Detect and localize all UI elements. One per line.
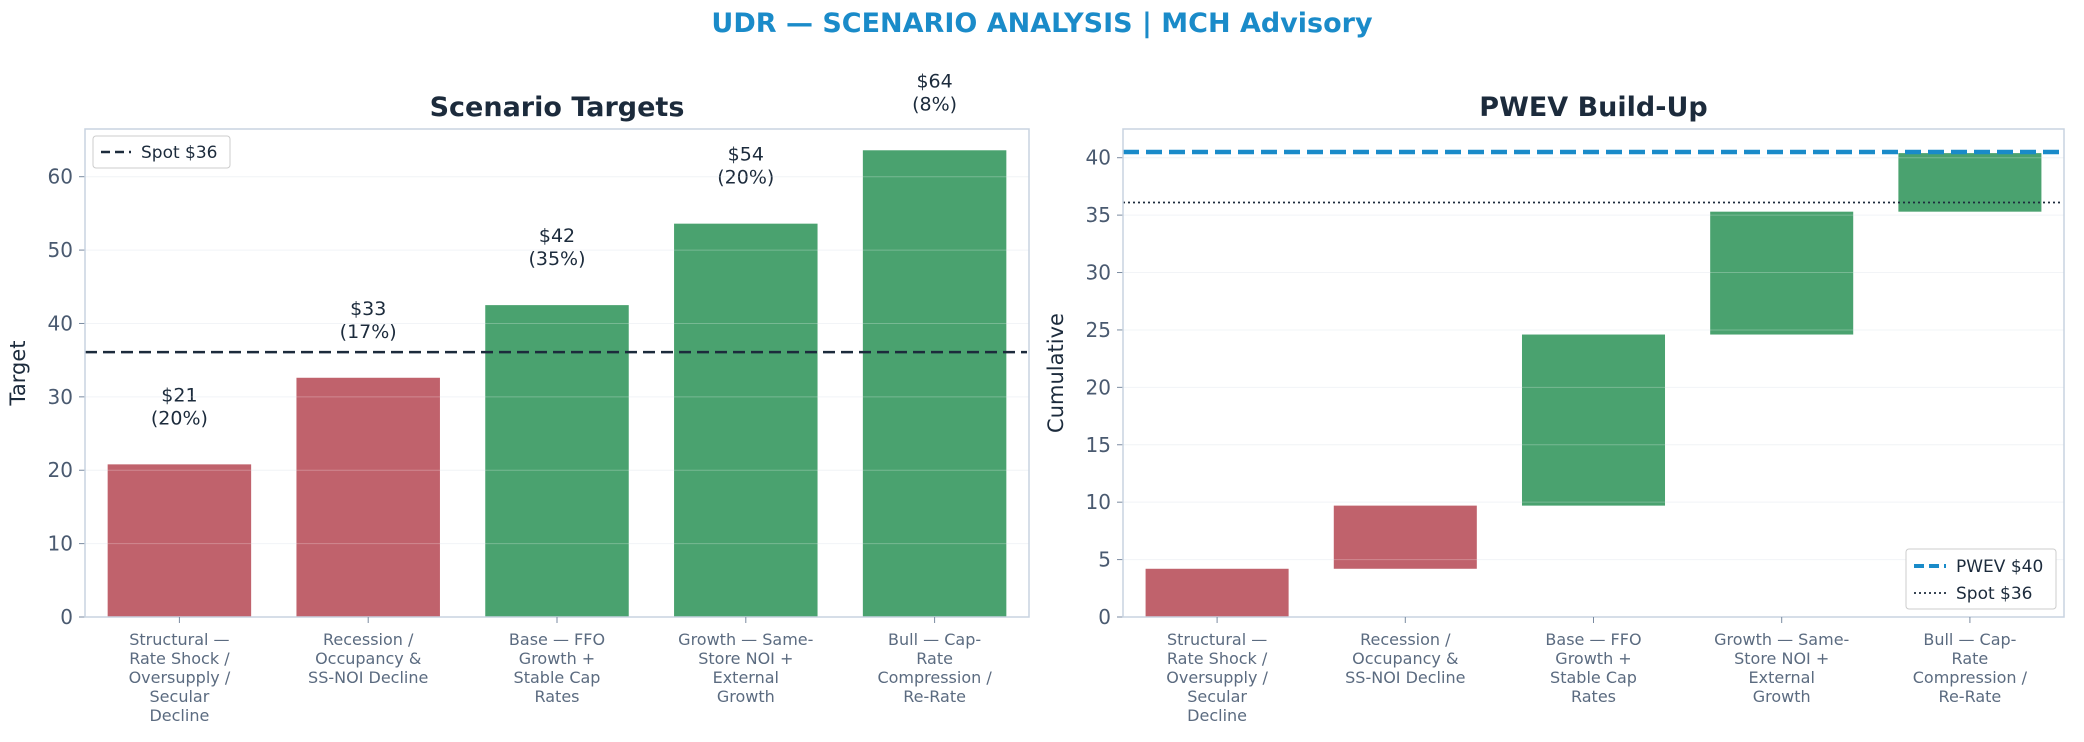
bar-probability-label: (17%) — [340, 321, 397, 343]
bar — [485, 305, 629, 617]
category-label: Bull — Cap- — [888, 630, 981, 649]
waterfall-bar — [1521, 334, 1666, 506]
y-tick-label: 30 — [48, 385, 73, 409]
y-tick-label: 30 — [1086, 261, 1111, 285]
y-tick-label: 20 — [1086, 375, 1111, 399]
category-label: Compression / — [877, 668, 992, 687]
category-label: Rate Shock / — [1167, 649, 1268, 668]
y-tick-label: 10 — [1086, 490, 1111, 514]
waterfall-bar — [1710, 211, 1854, 335]
bar-value-label: $42 — [539, 225, 575, 247]
bar-value-label: $33 — [350, 298, 386, 320]
category-label: Rates — [534, 687, 579, 706]
bar-value-label: $64 — [916, 70, 952, 92]
category-label: Growth — Same- — [678, 630, 813, 649]
legend-label: PWEV $40 — [1956, 557, 2043, 577]
bar-probability-label: (8%) — [912, 93, 957, 115]
category-label: Oversupply / — [129, 668, 231, 687]
y-tick-label: 25 — [1086, 318, 1111, 342]
y-tick-label: 0 — [1098, 605, 1111, 629]
category-label: Compression / — [1913, 668, 2028, 687]
category-label: Oversupply / — [1166, 668, 1268, 687]
category-label: Bull — Cap- — [1923, 630, 2016, 649]
category-label: Rates — [1571, 687, 1616, 706]
y-tick-label: 0 — [60, 605, 73, 629]
main-title: UDR — SCENARIO ANALYSIS | MCH Advisory — [711, 8, 1373, 39]
y-tick-label: 10 — [48, 532, 73, 556]
category-label: Decline — [1187, 706, 1247, 725]
y-tick-label: 5 — [1098, 548, 1111, 572]
category-label: Occupancy & — [1352, 649, 1458, 668]
category-label: Re-Rate — [903, 687, 966, 706]
bar — [107, 464, 252, 617]
y-tick-label: 20 — [48, 458, 73, 482]
category-label: Rate — [1952, 649, 1989, 668]
category-label: Rate — [916, 649, 953, 668]
category-label: Store NOI + — [1734, 649, 1829, 668]
panel-title: Scenario Targets — [430, 92, 685, 123]
category-label: Decline — [149, 706, 209, 725]
category-label: Store NOI + — [698, 649, 793, 668]
legend-label: Spot $36 — [1956, 584, 2033, 604]
waterfall-bar — [1333, 505, 1477, 569]
category-label: Growth — [717, 687, 775, 706]
bar-probability-label: (20%) — [151, 407, 208, 429]
legend-box — [92, 135, 231, 169]
y-tick-label: 15 — [1086, 433, 1111, 457]
bar-value-label: $54 — [728, 144, 764, 166]
category-label: Base — FFO — [509, 630, 605, 649]
panel-title: PWEV Build-Up — [1479, 92, 1707, 123]
category-label: Occupancy & — [315, 649, 421, 668]
category-label: Base — FFO — [1545, 630, 1641, 649]
category-label: External — [713, 668, 779, 687]
category-label: SS-NOI Decline — [1345, 668, 1465, 687]
category-label: SS-NOI Decline — [308, 668, 428, 687]
bar-probability-label: (20%) — [717, 167, 774, 189]
category-label: Secular — [150, 687, 210, 706]
category-label: Recession / — [323, 630, 414, 649]
waterfall-bar — [1145, 568, 1289, 617]
category-label: Secular — [1187, 687, 1247, 706]
category-label: Rate Shock / — [129, 649, 230, 668]
category-label: Growth + — [1555, 649, 1631, 668]
y-axis-label: Cumulative — [1044, 313, 1068, 433]
y-tick-label: 60 — [48, 165, 73, 189]
category-label: Re-Rate — [1939, 687, 2002, 706]
legend-box — [1905, 548, 2057, 610]
category-label: Growth — [1753, 687, 1811, 706]
category-label: Structural — — [1167, 630, 1267, 649]
category-label: Growth + — [519, 649, 595, 668]
y-tick-label: 50 — [48, 238, 73, 262]
category-label: Stable Cap — [514, 668, 601, 687]
bar — [862, 150, 1007, 618]
bar — [296, 377, 440, 617]
legend-label: Spot $36 — [141, 143, 218, 163]
bar-value-label: $21 — [161, 384, 197, 406]
y-tick-label: 35 — [1086, 203, 1111, 227]
category-label: External — [1749, 668, 1815, 687]
y-tick-label: 40 — [48, 311, 73, 335]
category-label: Stable Cap — [1550, 668, 1637, 687]
category-label: Growth — Same- — [1714, 630, 1849, 649]
bar-probability-label: (35%) — [528, 248, 585, 270]
category-label: Structural — — [129, 630, 229, 649]
y-tick-label: 40 — [1086, 146, 1111, 170]
bar — [674, 223, 818, 617]
category-label: Recession / — [1360, 630, 1451, 649]
y-axis-label: Target — [6, 341, 30, 407]
